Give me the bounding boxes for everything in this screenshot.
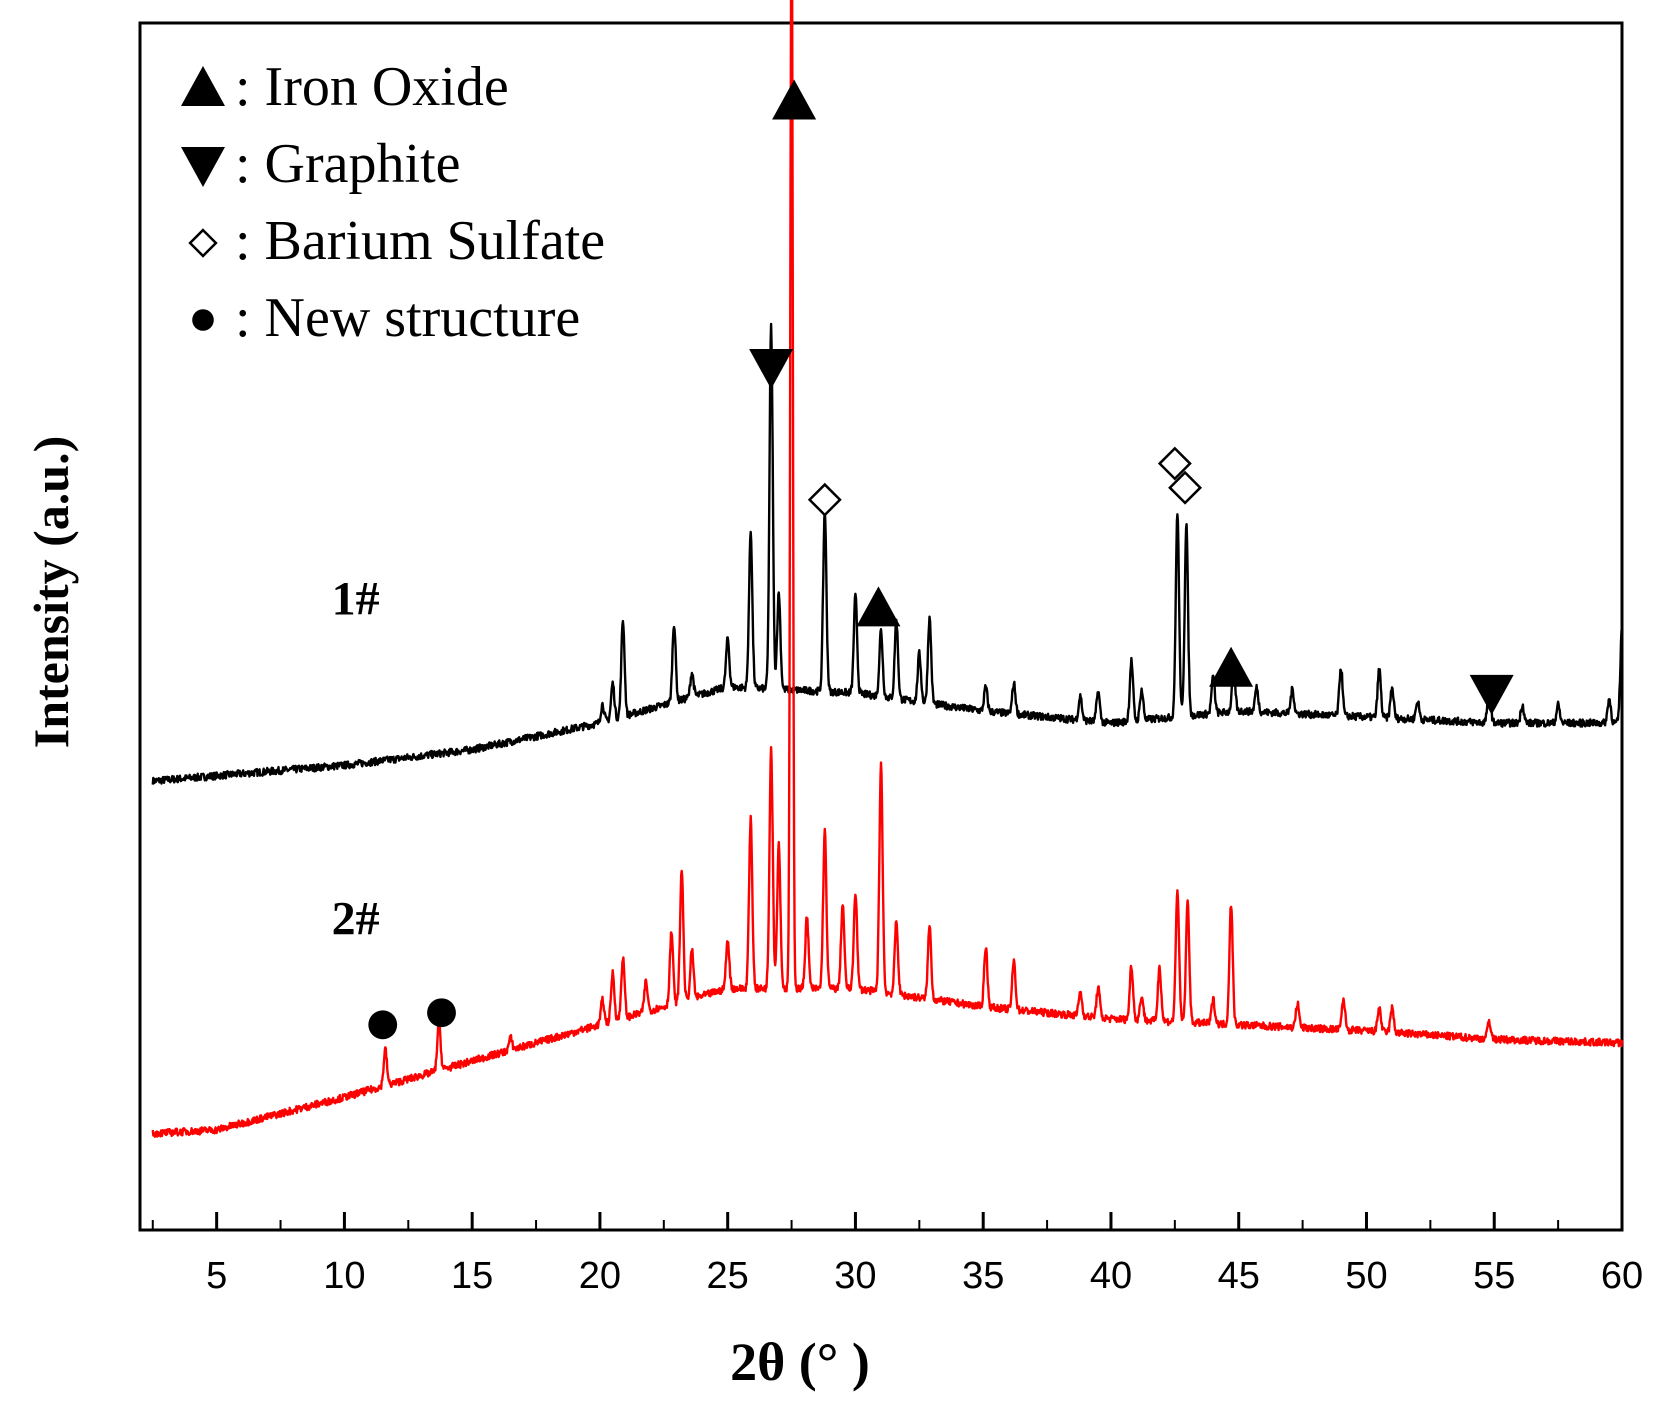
triangle-up-marker: [856, 586, 901, 627]
legend-triangle-up-marker: [181, 66, 225, 106]
legend-label-barium-sulfate: : Barium Sulfate: [235, 210, 605, 272]
legend-diamond-open-marker: [188, 228, 218, 258]
diamond-open-marker: [807, 482, 842, 517]
x-tick-label: 5: [206, 1255, 227, 1297]
legend-label-iron-oxide: : Iron Oxide: [235, 56, 509, 118]
triangle-down-marker: [749, 348, 794, 389]
triangle-up-marker: [1209, 646, 1254, 687]
x-tick-label: 10: [323, 1255, 365, 1297]
x-tick-label: 55: [1473, 1255, 1515, 1297]
series-layer: [151, 0, 1624, 1138]
legend-circle-marker: [192, 309, 214, 331]
sample-label-2: 2#: [332, 892, 380, 945]
legend-markers: [181, 66, 225, 331]
diamond-open-marker: [1157, 446, 1192, 481]
x-tick-label: 30: [834, 1255, 876, 1297]
x-tick-label: 50: [1345, 1255, 1387, 1297]
x-axis-title: 2θ (° ): [730, 1332, 870, 1392]
legend-label-new-structure: : New structure: [235, 287, 580, 349]
legend-label-graphite: : Graphite: [235, 133, 460, 195]
x-tick-label: 60: [1601, 1255, 1643, 1297]
y-axis-title: Intensity (a.u.): [23, 436, 79, 749]
plot-frame: [138, 21, 1624, 1232]
x-tick-label: 40: [1090, 1255, 1132, 1297]
x-tick-label: 25: [707, 1255, 749, 1297]
triangle-up-marker: [772, 79, 817, 120]
series-line-2: [151, 0, 1624, 1138]
peak-annotations: [368, 79, 1514, 1040]
x-tick-label: 45: [1218, 1255, 1260, 1297]
x-tick-label: 20: [579, 1255, 621, 1297]
circle-marker: [368, 1010, 398, 1040]
legend-triangle-down-marker: [181, 147, 225, 187]
sample-label-1: 1#: [332, 572, 380, 625]
circle-marker: [427, 998, 456, 1028]
diamond-open-marker: [1168, 470, 1203, 505]
legend: : Iron Oxide : Graphite : Barium Sulfate…: [181, 56, 605, 349]
series-line-1: [151, 322, 1624, 785]
x-tick-label: 15: [451, 1255, 493, 1297]
x-tick-label: 35: [962, 1255, 1004, 1297]
triangle-down-marker: [1469, 674, 1514, 715]
x-axis-ticks: 5 10 15 20 25 30 35 40 45 50 55 60: [151, 1212, 1643, 1297]
sample-labels: 1# 2#: [332, 572, 380, 945]
